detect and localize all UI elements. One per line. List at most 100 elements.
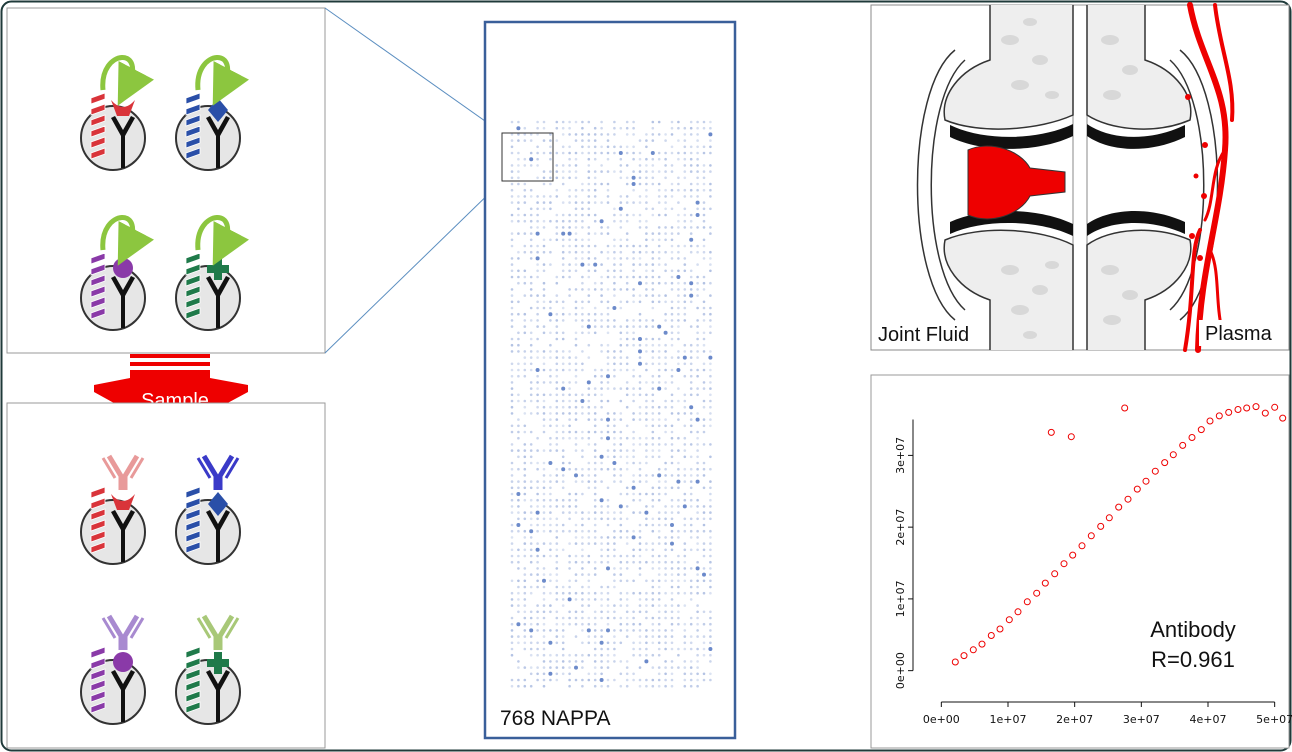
array-spot [529, 151, 533, 155]
array-spot [670, 449, 674, 452]
array-spot [529, 455, 533, 459]
array-spot [536, 399, 539, 403]
array-spot [529, 635, 533, 638]
array-spot [664, 350, 667, 353]
array-spot [536, 319, 539, 322]
array-spot [651, 343, 655, 347]
array-spot [574, 405, 578, 409]
array-spot [645, 629, 648, 632]
array-spot [696, 133, 699, 136]
array-spot [523, 542, 527, 545]
array-spot [632, 269, 635, 273]
array-spot [619, 591, 623, 595]
array-spot [574, 164, 578, 167]
array-spot [619, 430, 623, 434]
array-spot [689, 356, 693, 359]
array-spot [599, 454, 604, 459]
array-spot [568, 405, 571, 409]
array-spot [549, 653, 552, 657]
array-spot [638, 529, 642, 533]
array-spot [510, 604, 514, 607]
array-spot [619, 275, 623, 279]
array-spot [657, 226, 661, 229]
array-spot [555, 523, 559, 527]
array-spot [510, 325, 514, 328]
array-spot [670, 195, 674, 198]
array-spot [517, 195, 520, 198]
array-spot [561, 486, 565, 490]
array-spot [670, 238, 674, 242]
array-spot [587, 356, 591, 359]
array-spot [517, 399, 520, 403]
array-spot [677, 412, 680, 415]
array-spot [709, 560, 712, 564]
array-spot [645, 170, 648, 173]
array-spot [651, 337, 655, 341]
array-spot [568, 579, 571, 583]
array-spot [523, 529, 527, 533]
array-spot [529, 399, 533, 403]
array-spot [510, 399, 514, 403]
array-spot [645, 325, 648, 328]
array-spot [555, 350, 559, 353]
array-spot [683, 480, 687, 483]
array-spot [696, 195, 699, 198]
array-spot [561, 474, 565, 477]
array-spot [574, 418, 578, 421]
array-spot [670, 275, 674, 279]
array-spot [651, 579, 655, 583]
array-spot [670, 257, 674, 260]
array-spot [529, 628, 534, 633]
array-spot [638, 337, 642, 341]
array-spot [625, 517, 629, 521]
array-spot [542, 585, 546, 589]
array-spot [600, 591, 603, 595]
array-spot [593, 374, 597, 378]
array-spot [600, 511, 603, 514]
array-spot [510, 536, 514, 539]
array-spot [593, 523, 597, 527]
array-spot [683, 672, 687, 676]
array-spot [517, 343, 520, 347]
array-spot [606, 505, 610, 508]
array-spot [696, 529, 699, 533]
array-spot [600, 436, 603, 440]
array-spot [670, 548, 674, 552]
array-spot [696, 430, 699, 434]
array-spot [683, 684, 687, 688]
array-spot [670, 430, 674, 434]
array-spot [696, 120, 699, 124]
array-spot [625, 176, 629, 180]
array-spot [702, 201, 706, 204]
array-spot [677, 449, 680, 452]
array-spot [600, 288, 603, 291]
array-spot [542, 523, 546, 527]
array-spot [606, 343, 610, 347]
array-spot [657, 498, 661, 502]
array-spot [593, 684, 597, 688]
array-spot [670, 151, 674, 155]
array-spot [664, 523, 667, 527]
array-spot [625, 219, 629, 223]
array-spot [510, 319, 514, 322]
array-spot [593, 455, 597, 459]
array-spot [696, 560, 699, 564]
array-spot [677, 269, 680, 273]
array-spot [632, 343, 635, 347]
array-spot [645, 164, 648, 167]
array-spot [555, 331, 559, 335]
array-spot [581, 666, 584, 669]
array-spot [606, 678, 610, 682]
array-spot [574, 598, 578, 601]
array-spot [523, 678, 527, 682]
array-spot [510, 412, 514, 415]
array-spot [683, 288, 687, 291]
array-spot [632, 579, 635, 583]
array-spot [689, 325, 693, 328]
array-spot [677, 505, 680, 508]
array-spot [542, 176, 546, 180]
array-spot [632, 474, 635, 477]
array-spot [638, 157, 642, 161]
array-spot [632, 443, 635, 446]
array-spot [638, 195, 642, 198]
